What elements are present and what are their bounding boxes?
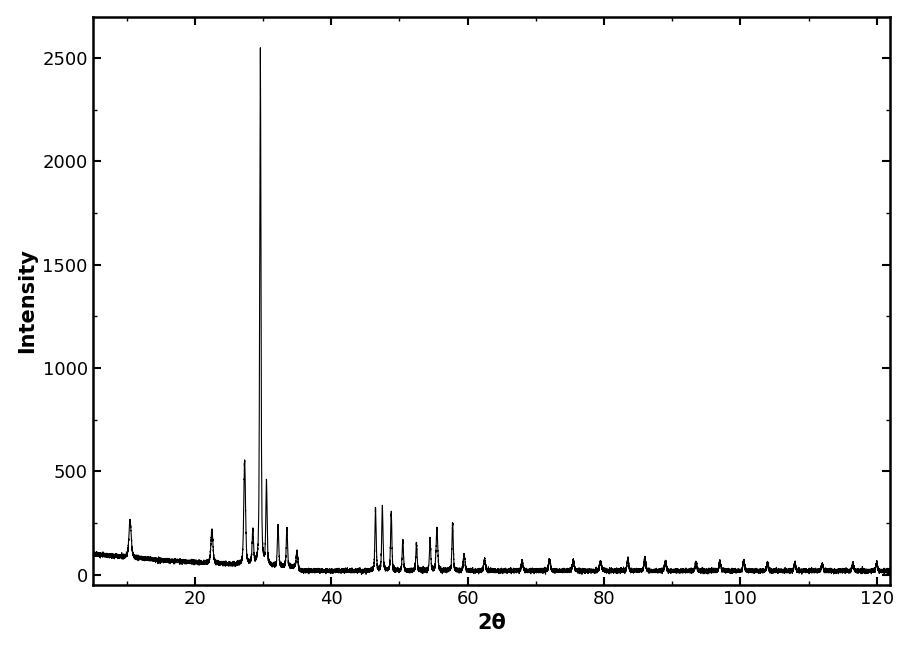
X-axis label: 2θ: 2θ bbox=[476, 614, 506, 633]
Y-axis label: Intensity: Intensity bbox=[16, 248, 36, 353]
